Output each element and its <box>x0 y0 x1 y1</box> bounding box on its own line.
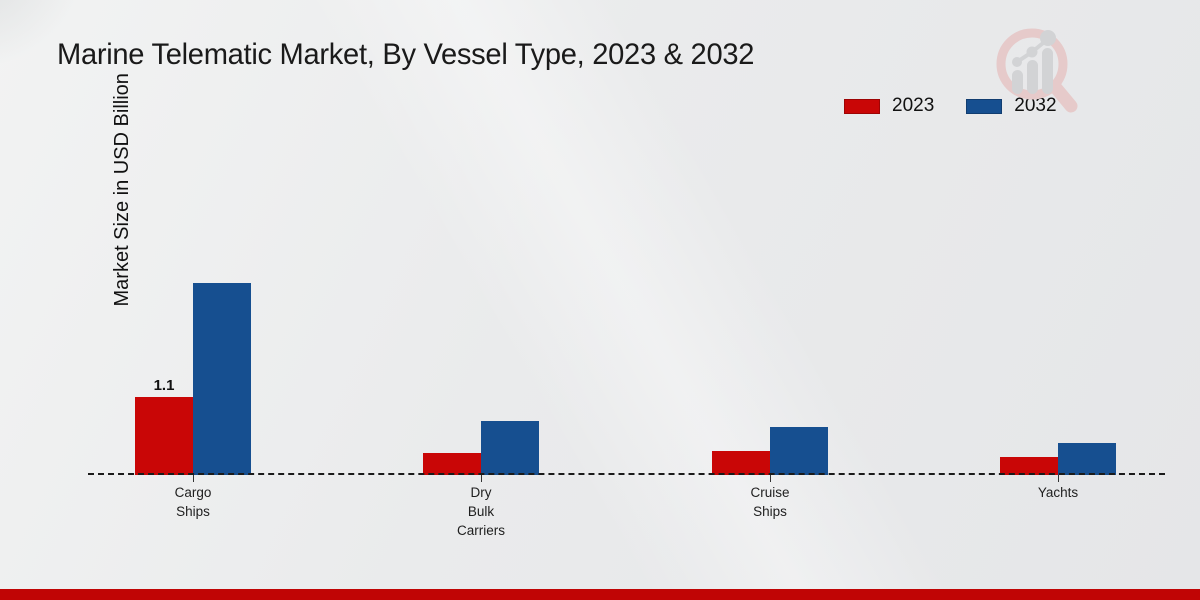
bar-2023-cruise-ships <box>712 451 770 475</box>
legend-swatch-2023 <box>844 98 880 114</box>
footer-accent-bar <box>0 589 1200 600</box>
legend-swatch-2032 <box>966 98 1003 114</box>
x-axis-label-yachts: Yachts <box>1037 485 1079 500</box>
magnifier-growth-chart-logo-icon <box>996 28 1078 113</box>
bar-2032-cruise-ships <box>770 427 828 475</box>
legend-label-2023: 2023 <box>892 95 935 116</box>
x-axis-label-dry-bulk-carriers: Dry Bulk Carriers <box>456 485 505 538</box>
bar-2023-cargo-ships <box>135 397 193 475</box>
bar-2023-dry-bulk-carriers <box>423 453 481 475</box>
bar-2032-yachts <box>1058 443 1116 475</box>
x-axis-tick-cruise-ships <box>770 475 771 482</box>
x-axis-tick-yachts <box>1058 475 1059 482</box>
legend-item-2023: 2023 <box>844 95 934 117</box>
x-axis-baseline <box>88 473 1165 475</box>
x-axis-label-cargo-ships: Cargo Ships <box>174 485 212 519</box>
x-axis-tick-dry-bulk-carriers <box>481 475 482 482</box>
x-axis-tick-cargo-ships <box>193 475 194 482</box>
bar-2023-yachts <box>1000 457 1058 475</box>
legend-item-2032: 2032 <box>966 95 1057 117</box>
legend-label-2032: 2032 <box>1014 95 1057 116</box>
bar-2032-cargo-ships <box>193 283 251 475</box>
x-axis-label-cruise-ships: Cruise Ships <box>750 485 790 519</box>
legend: 2023 2032 <box>844 95 1057 117</box>
value-label-2023-cargo-ships: 1.1 <box>153 377 175 394</box>
bar-2032-dry-bulk-carriers <box>481 421 539 475</box>
page-title: Marine Telematic Market, By Vessel Type,… <box>57 38 755 71</box>
